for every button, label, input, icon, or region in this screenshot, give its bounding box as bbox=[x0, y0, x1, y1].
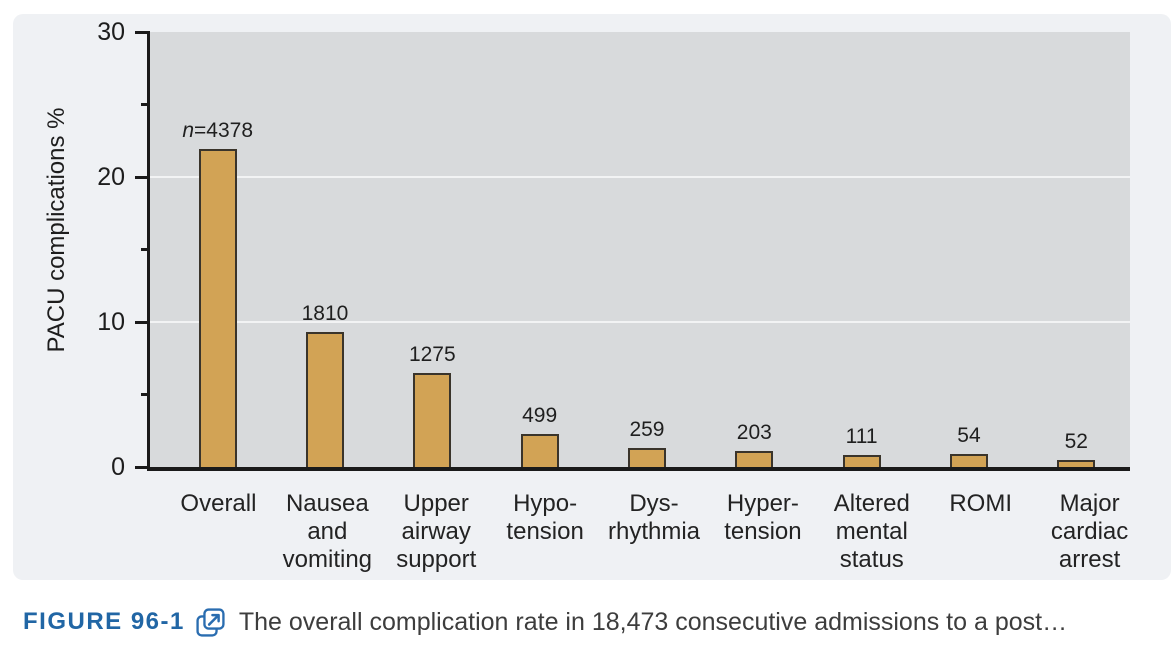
expand-figure-icon[interactable] bbox=[194, 606, 227, 639]
bars-row: n=4378 1810 1275 499 259 203 111 54 52 bbox=[150, 32, 1130, 467]
bar-count-label: 54 bbox=[957, 423, 981, 447]
bar-upper-airway-support bbox=[413, 372, 452, 467]
figure-caption-text: The overall complication rate in 18,473 … bbox=[238, 607, 1068, 636]
bar-count-label: 1810 bbox=[301, 302, 349, 326]
bar-major-cardiac-arrest bbox=[1057, 459, 1096, 467]
bar-count-label: 259 bbox=[629, 418, 665, 442]
bar-romi bbox=[949, 453, 988, 467]
bar-count-label: 111 bbox=[845, 425, 878, 449]
y-tick-label-0: 0 bbox=[111, 453, 125, 481]
gridline-10 bbox=[150, 321, 1130, 323]
bar-slot-hypotension: 499 bbox=[486, 404, 593, 467]
bar-slot-hypertension: 203 bbox=[701, 421, 808, 467]
bar-count-label: 203 bbox=[736, 421, 772, 445]
bar-altered-mental-status bbox=[842, 455, 881, 467]
bar-count-label: 499 bbox=[522, 403, 558, 427]
figure-card: PACU complications % 0 10 20 30 n=4378 1810 1… bbox=[13, 14, 1171, 580]
bar-slot-nausea-and-vomiting: 1810 bbox=[271, 302, 378, 467]
bar-dysrhythmia bbox=[627, 448, 666, 467]
x-label-altered-mental-status: Altered mental status bbox=[833, 490, 910, 573]
x-label-overall: Overall bbox=[180, 490, 257, 517]
x-axis-labels: Overall Nausea and vomiting Upper airway s… bbox=[150, 490, 1144, 574]
x-label-dysrhythmia: Dys- rhythmia bbox=[607, 490, 701, 545]
plot-area: n=4378 1810 1275 499 259 203 111 54 52 bbox=[147, 32, 1130, 471]
x-label-nausea-and-vomiting: Nausea and vomiting bbox=[282, 490, 373, 573]
bar-slot-dysrhythmia: 259 bbox=[593, 418, 700, 467]
bar-slot-altered-mental-status: 111 bbox=[808, 425, 915, 467]
bar-count-label: n=4378 bbox=[182, 119, 253, 143]
y-axis-title: PACU complications % bbox=[43, 107, 70, 353]
y-tick-label-30: 30 bbox=[97, 18, 125, 46]
x-label-upper-airway-support: Upper airway support bbox=[396, 490, 477, 573]
gridline-20 bbox=[150, 176, 1130, 178]
bar-slot-overall: n=4378 bbox=[164, 119, 271, 467]
x-label-romi: ROMI bbox=[949, 490, 1013, 517]
figure-caption: FIGURE 96-1 The overall complication rat… bbox=[23, 599, 1170, 645]
x-label-major-cardiac-arrest: Major cardiac arrest bbox=[1050, 490, 1129, 573]
bar-count-label: 52 bbox=[1064, 429, 1088, 453]
y-tick-label-20: 20 bbox=[97, 163, 125, 191]
bar-nausea-and-vomiting bbox=[305, 332, 344, 467]
bar-hypertension bbox=[735, 451, 774, 467]
bar-slot-romi: 54 bbox=[915, 424, 1022, 467]
figure-number-label[interactable]: FIGURE 96-1 bbox=[23, 608, 185, 635]
x-label-hypotension: Hypo- tension bbox=[506, 490, 584, 545]
bar-slot-major-cardiac-arrest: 52 bbox=[1023, 430, 1130, 467]
bar-hypotension bbox=[520, 433, 559, 467]
y-tick-label-10: 10 bbox=[97, 308, 125, 336]
bar-slot-upper-airway-support: 1275 bbox=[379, 343, 486, 467]
bar-overall bbox=[198, 149, 237, 467]
bar-count-label: 1275 bbox=[408, 342, 456, 366]
x-label-hypertension: Hyper- tension bbox=[724, 490, 802, 545]
